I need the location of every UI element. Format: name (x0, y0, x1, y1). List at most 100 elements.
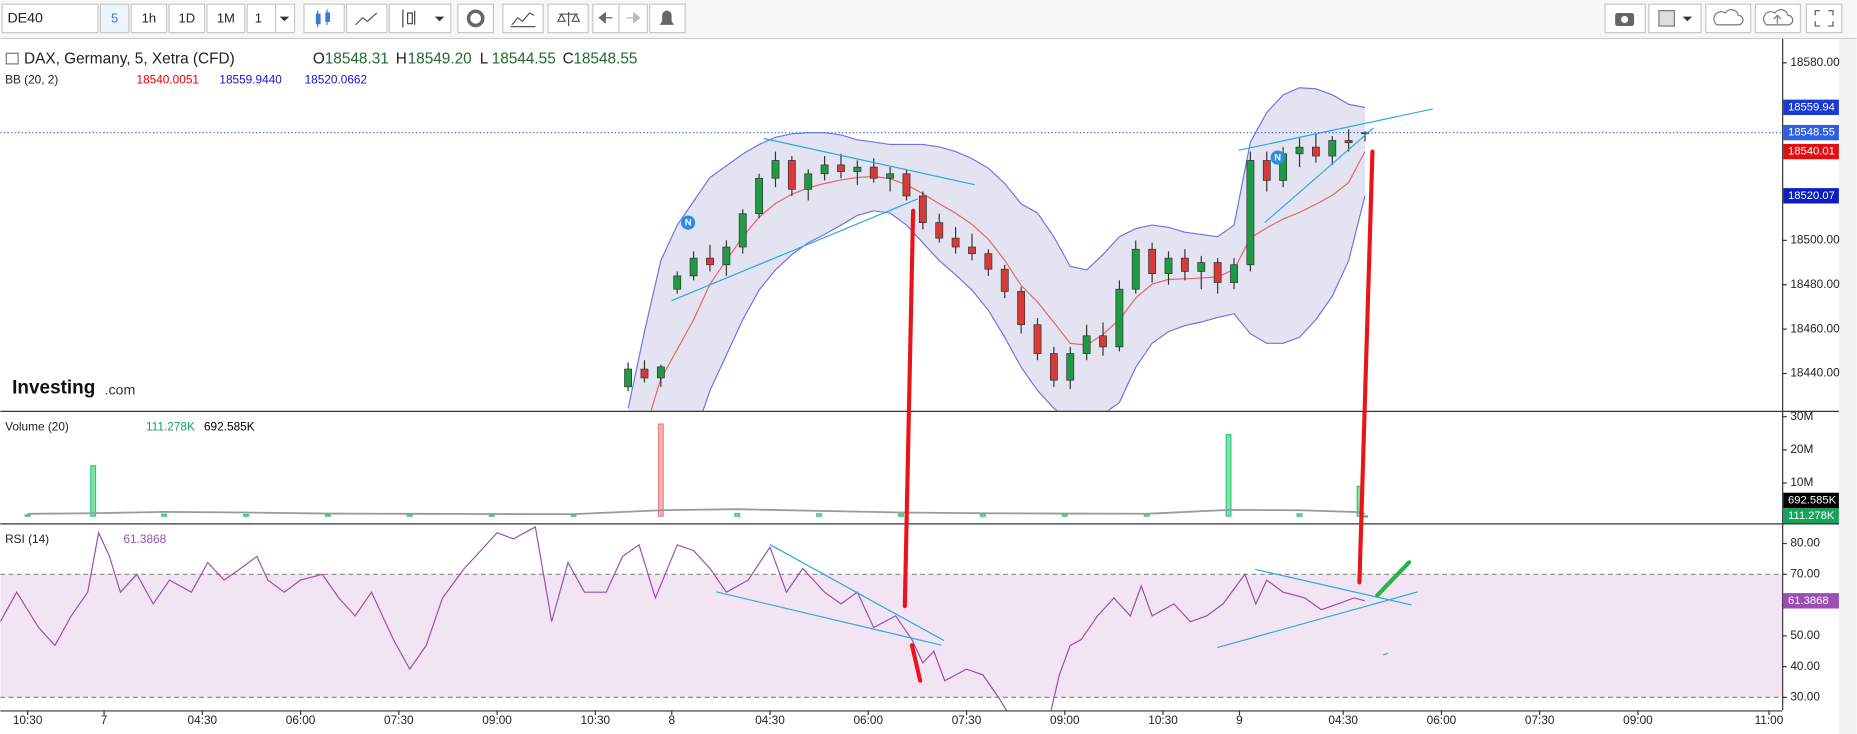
volume-pane (24, 423, 1368, 518)
y-tick-label: 10M (1790, 475, 1813, 489)
volume-bar (1225, 434, 1232, 517)
candle-body (1328, 140, 1337, 157)
ohlc-label: H (396, 50, 407, 67)
candle-body (820, 164, 829, 175)
interval-text: 5 (111, 10, 118, 25)
toolbar: DE40 5 1h 1D 1M 1 (0, 0, 1857, 40)
indicator-button[interactable] (388, 3, 452, 34)
interval-text: 1D (178, 10, 195, 25)
marker-line (909, 643, 923, 683)
candle-body (1017, 291, 1026, 326)
candle-body (804, 173, 813, 190)
candle-body (837, 164, 845, 172)
candle-body (689, 257, 698, 277)
compare-button[interactable] (547, 3, 589, 34)
price-tag (1783, 99, 1839, 116)
candle-body (1344, 140, 1353, 144)
x-tick-label: 9 (1236, 713, 1243, 727)
rsi-tag (1783, 593, 1839, 609)
volume-bar (1061, 513, 1068, 517)
watermark: .com (105, 382, 136, 398)
x-tick-label: 09:00 (1050, 713, 1080, 727)
series-title: DAX, Germany, 5, Xetra (CFD) (24, 50, 235, 67)
trend-line (1264, 127, 1375, 224)
trend-line (1382, 652, 1388, 656)
line-type-button[interactable] (346, 3, 388, 34)
y-tick-label: 40.00 (1790, 659, 1820, 673)
y-tick-label: 30.00 (1790, 690, 1820, 704)
candle-body (722, 246, 731, 266)
trend-line (1238, 108, 1433, 151)
ohlc-value: 18544.55 (492, 50, 556, 67)
price-tag-label: 18548.55 (1788, 127, 1835, 139)
save-button[interactable] (1754, 3, 1802, 34)
x-tick-label: 8 (668, 713, 675, 727)
volume-bar (243, 513, 249, 517)
x-tick-label: 07:30 (952, 713, 982, 727)
alert-button[interactable] (649, 3, 686, 34)
interval-button[interactable]: 1D (168, 3, 206, 34)
indicator-value: 18540.0051 (136, 73, 199, 87)
fullscreen-button[interactable] (1805, 3, 1843, 34)
x-tick-label: 06:00 (1427, 713, 1457, 727)
volume-ma (27, 508, 1366, 516)
volume-bar (570, 514, 577, 517)
y-tick-label: 18440.00 (1790, 366, 1840, 380)
collapse-icon[interactable] (5, 52, 19, 65)
x-tick-label: 04:30 (1328, 713, 1358, 727)
indicator-value: 18559.9440 (219, 73, 282, 87)
candle-body (1066, 353, 1075, 381)
candle-type-button[interactable] (303, 3, 345, 34)
candle-body (968, 246, 976, 255)
interval-button[interactable]: 1h (130, 3, 168, 34)
studies-button[interactable] (502, 3, 544, 34)
news-marker-label: N (1274, 153, 1281, 164)
x-tick-label: 07:30 (1525, 713, 1555, 727)
rsi-tag-label: 61.3868 (1788, 595, 1829, 607)
redo-button[interactable] (618, 3, 648, 34)
volume-bar (488, 514, 495, 517)
ohlc-value: 18549.20 (408, 50, 472, 67)
x-tick-label: 10:30 (13, 713, 43, 727)
candle-body (755, 177, 764, 215)
candle-body (738, 213, 747, 248)
load-button[interactable] (1705, 3, 1752, 34)
candle-body (640, 368, 649, 379)
indicator-name: RSI (14) (5, 532, 49, 546)
x-tick-label: 09:00 (1623, 713, 1653, 727)
multiplier-select[interactable]: 1 (246, 3, 296, 34)
candle-body (1213, 262, 1222, 283)
volume-bar (90, 465, 97, 517)
settings-button[interactable] (457, 3, 495, 34)
indicator-name: Volume (20) (5, 420, 69, 434)
volume-bar (816, 513, 823, 517)
candle-body (1197, 262, 1206, 272)
indicator-name: BB (20, 2) (5, 73, 58, 87)
snapshot-button[interactable] (1604, 3, 1646, 34)
volume-bar (1296, 513, 1303, 517)
symbol-input[interactable]: DE40 (1, 3, 99, 34)
rsi-pane (0, 526, 1783, 711)
x-tick-label: 10:30 (1148, 713, 1178, 727)
price-tag (1783, 188, 1839, 204)
interval-button[interactable]: 5 (99, 3, 130, 34)
band-middle (650, 151, 1366, 411)
indicator-value: 61.3868 (123, 532, 166, 546)
candle-body (853, 166, 862, 172)
y-tick-label: 20M (1790, 442, 1813, 456)
volume-bar (161, 513, 168, 517)
indicator-value: 18520.0662 (305, 73, 367, 87)
candle-body (771, 160, 780, 179)
candle-body (1099, 335, 1107, 348)
scroll-strip (1838, 39, 1857, 734)
interval-button[interactable]: 1M (206, 3, 246, 34)
candle-body (1262, 160, 1271, 181)
candle-body (1311, 146, 1320, 157)
interval-text: 1h (142, 10, 156, 25)
x-tick-label: 06:00 (853, 713, 883, 727)
trend-line (671, 198, 919, 302)
candle-body (1115, 288, 1124, 348)
undo-button[interactable] (592, 3, 620, 34)
layout-button[interactable] (1648, 3, 1702, 34)
marker-line (902, 208, 916, 609)
